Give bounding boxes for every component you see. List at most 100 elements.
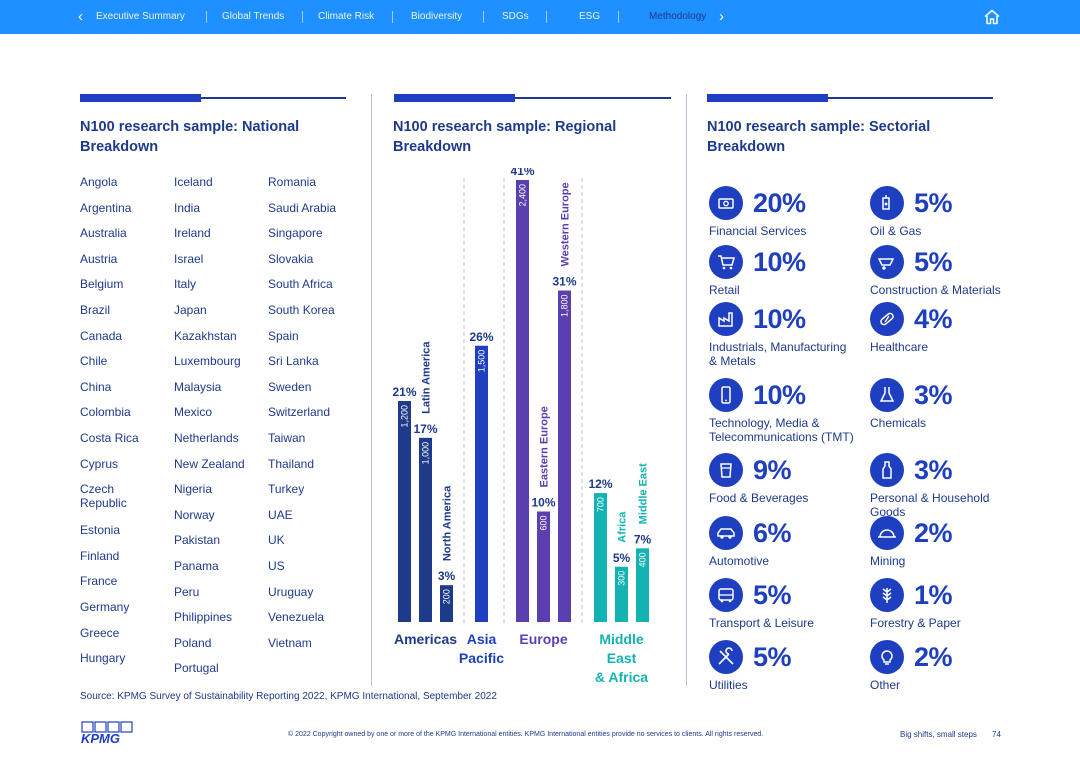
sector-label-mining: Mining (870, 554, 906, 568)
source-note: Source: KPMG Survey of Sustainability Re… (80, 691, 497, 702)
country-item: Uruguay (268, 584, 314, 599)
country-item: Estonia (80, 523, 121, 538)
country-item: UK (268, 533, 285, 548)
tab-executive-summary[interactable]: Executive Summary (96, 11, 185, 22)
sector-label-construction-materials: Construction & Materials (870, 283, 1001, 297)
factory-icon (709, 302, 743, 336)
country-item: Belgium (80, 277, 124, 292)
country-item: Slovakia (268, 251, 314, 266)
column-divider (371, 94, 372, 686)
sector-label-retail: Retail (709, 283, 740, 297)
country-item: France (80, 574, 118, 589)
country-item: Hungary (80, 651, 126, 666)
sector-label-industrials-manufacturing-metals: Industrials, Manufacturing & Metals (709, 340, 847, 368)
tab-esg[interactable]: ESG (579, 11, 601, 22)
sector-percent-personal-household-goods: 3% (914, 455, 953, 485)
sector-label-forestry-paper: Forestry & Paper (870, 616, 961, 630)
bar-percent-label: 5% (613, 551, 631, 565)
country-item: Saudi Arabia (268, 200, 337, 215)
sector-percent-retail: 10% (753, 247, 806, 277)
wheat-icon (870, 578, 904, 612)
country-item: South Korea (268, 303, 335, 317)
nav-separator (618, 11, 619, 23)
country-item: Austria (80, 251, 118, 266)
bar-percent-label: 7% (634, 532, 652, 546)
sector-label-utilities: Utilities (709, 678, 748, 692)
country-item: Singapore (268, 226, 323, 241)
country-item: Philippines (174, 610, 233, 625)
header-rule (80, 97, 346, 99)
sector-percent-transport-leisure: 5% (753, 580, 792, 610)
country-item: Angola (80, 175, 118, 189)
pill-icon (870, 302, 904, 336)
tab-climate-risk[interactable]: Climate Risk (318, 11, 375, 22)
country-item: UAE (268, 507, 293, 522)
sector-percent-utilities: 5% (753, 642, 792, 672)
country-item: Venezuela (268, 610, 325, 625)
bar-value-label: 2,400 (518, 184, 528, 207)
group-label: Asia Pacific (459, 631, 504, 666)
helmet-icon (870, 516, 904, 550)
header-rule-accent (707, 94, 828, 102)
bar-eastern-europe (537, 511, 550, 622)
header-rule-accent (80, 94, 201, 102)
tab-global-trends[interactable]: Global Trends (222, 11, 285, 22)
sector-label-financial-services: Financial Services (709, 224, 807, 238)
nav-separator (302, 11, 303, 23)
bar-north-america (440, 585, 453, 622)
sector-label-personal-household-goods: Personal & Household Goods (870, 491, 990, 519)
nav-separator (546, 11, 547, 23)
sector-percent-food-beverages: 9% (753, 455, 792, 485)
sector-label-healthcare: Healthcare (870, 340, 929, 354)
flask-icon (870, 378, 904, 412)
wheelbarrow-icon (870, 245, 904, 279)
sector-percent-chemicals: 3% (914, 380, 953, 410)
oil-can-icon (870, 186, 904, 220)
country-item: Mexico (174, 405, 213, 420)
country-item: Germany (80, 599, 130, 614)
bar-percent-label: 17% (413, 422, 437, 436)
bar-value-label: 1,500 (477, 350, 487, 373)
bar-africa (615, 566, 628, 622)
country-item: Ireland (174, 226, 211, 241)
bar-percent-label: 31% (552, 275, 576, 289)
country-item: Romania (268, 175, 317, 189)
bar-value-label: 200 (442, 589, 452, 604)
sector-percent-financial-services: 20% (753, 188, 806, 218)
bar-value-label: 400 (638, 552, 648, 567)
header-rule-accent (394, 94, 515, 102)
bar-latin-america (419, 437, 432, 622)
country-item: Luxembourg (174, 354, 241, 369)
sector-percent-automotive: 6% (753, 518, 792, 548)
group-label: Americas (394, 631, 457, 647)
country-item: Finland (80, 548, 120, 563)
country-item: India (174, 200, 201, 215)
tab-sdgs[interactable]: SDGs (502, 11, 529, 22)
country-item: Nigeria (174, 482, 213, 497)
country-item: New Zealand (174, 456, 245, 471)
regional-breakdown-title: N100 research sample: Regional Breakdown (393, 119, 617, 155)
country-item: Vietnam (268, 635, 312, 650)
sector-percent-technology-media-telecommunications-tmt: 10% (753, 380, 806, 410)
sector-label-other: Other (870, 678, 901, 692)
group-label: Middle East & Africa (595, 631, 648, 685)
sector-label-chemicals: Chemicals (870, 416, 927, 430)
chevron-left-icon[interactable]: ‹ (78, 8, 83, 25)
bar-americas-total (398, 401, 411, 622)
bar-middle-east (636, 548, 649, 622)
country-item: Brazil (80, 303, 111, 317)
sector-percent-healthcare: 4% (914, 304, 953, 334)
tab-methodology[interactable]: Methodology (649, 11, 707, 22)
tab-biodiversity[interactable]: Biodiversity (411, 11, 463, 22)
sector-percent-forestry-paper: 1% (914, 580, 953, 610)
country-item: Switzerland (268, 405, 331, 420)
kpmg-logo-text: KPMG (81, 731, 120, 745)
country-item: US (268, 559, 285, 573)
country-item: Malaysia (174, 379, 222, 394)
chevron-right-icon[interactable]: › (719, 8, 724, 25)
home-icon[interactable] (983, 8, 1001, 26)
sectorial-breakdown-title: N100 research sample: Sectorial Breakdow… (707, 119, 931, 155)
nav-separator (483, 11, 484, 23)
country-item: Colombia (80, 405, 131, 420)
sector-percent-industrials-manufacturing-metals: 10% (753, 304, 806, 334)
